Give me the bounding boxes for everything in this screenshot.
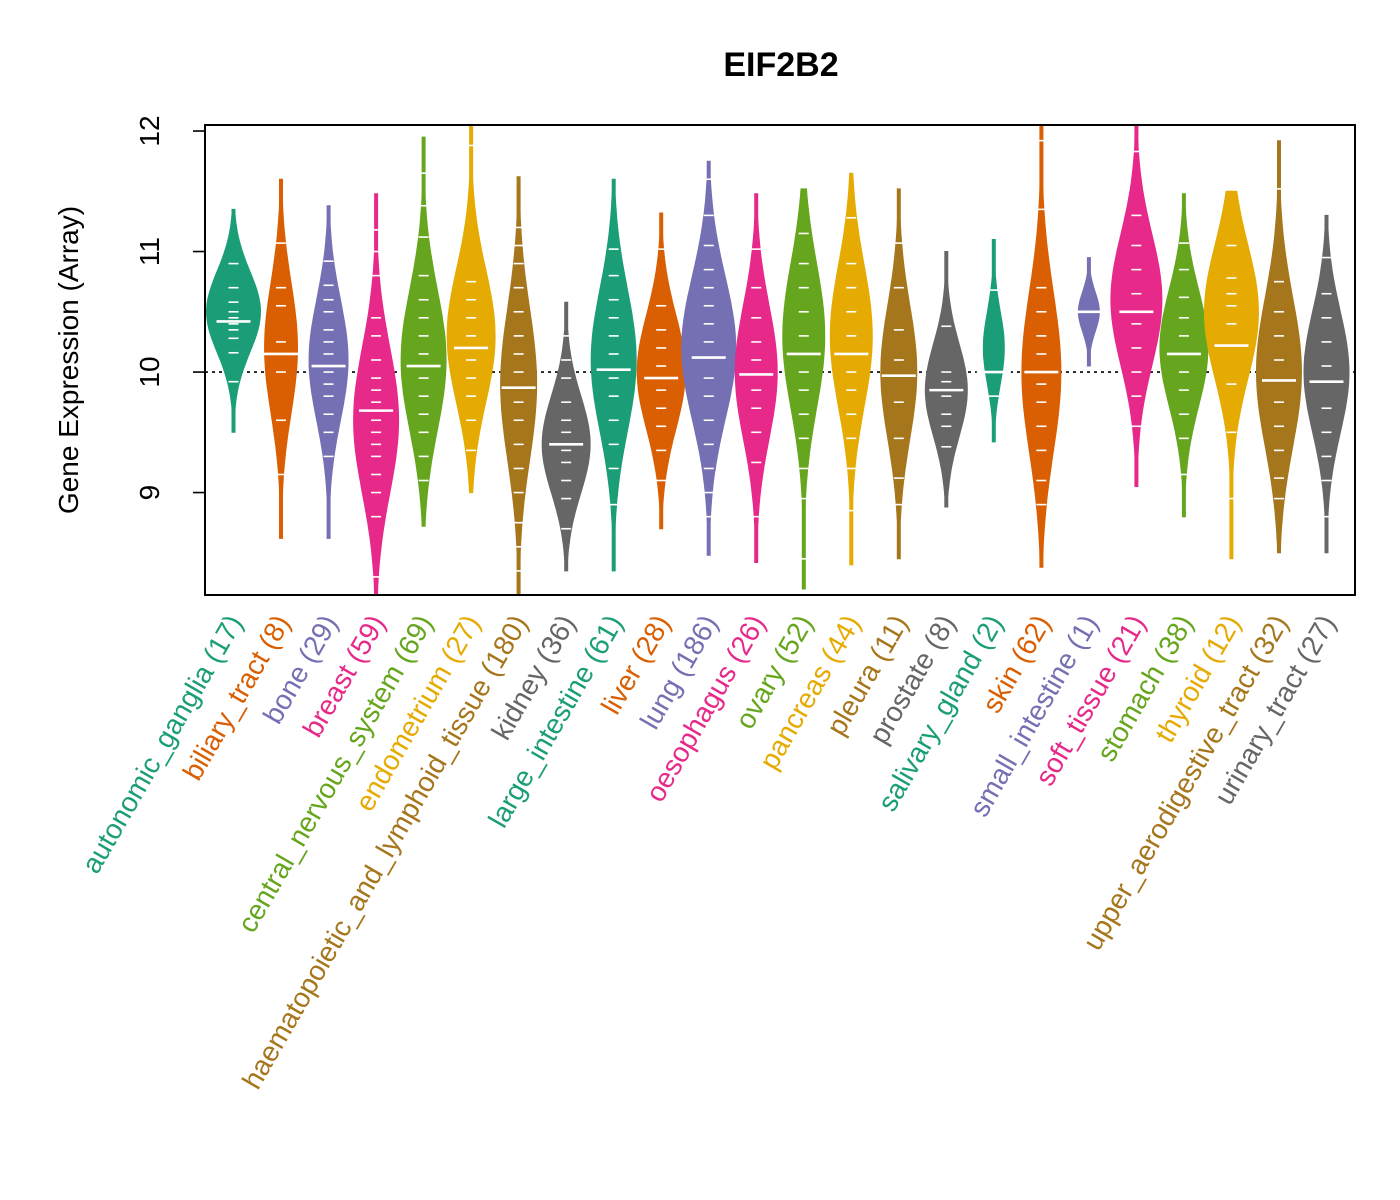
- bean-soft_tissue: [1110, 124, 1163, 487]
- bean-large_intestine: [590, 178, 637, 572]
- bean-breast: [353, 193, 400, 596]
- bean-prostate: [924, 251, 968, 508]
- y-tick-label: 9: [134, 485, 165, 501]
- bean-endometrium: [446, 124, 496, 494]
- y-tick-label: 12: [134, 115, 165, 146]
- bean-haematopoietic_and_lymphoid_tissue: [500, 176, 538, 596]
- y-axis: 9 10 11 12: [134, 115, 206, 501]
- bean-lung: [681, 160, 737, 556]
- bean-stomach: [1159, 193, 1209, 518]
- bean-thyroid: [1204, 190, 1259, 560]
- y-tick-label: 10: [134, 356, 165, 387]
- bean-skin: [1021, 124, 1062, 568]
- bean-upper_aerodigestive_tract: [1255, 140, 1303, 554]
- bean-urinary_tract: [1303, 214, 1350, 554]
- chart-title: EIF2B2: [723, 46, 838, 84]
- plot-area: [204, 124, 1356, 596]
- bean-liver: [636, 212, 686, 530]
- bean-pleura: [880, 188, 918, 560]
- bean-kidney: [541, 301, 591, 572]
- x-axis-labels: autonomic_ganglia (17)biliary_tract (8)b…: [76, 610, 1342, 1095]
- bean-central_nervous_system: [400, 136, 447, 527]
- bean-autonomic_ganglia: [205, 208, 262, 433]
- bean-pancreas: [829, 172, 873, 566]
- bean-ovary: [782, 188, 826, 590]
- bean-salivary_gland: [976, 239, 1011, 443]
- bean-bone: [308, 205, 349, 539]
- bean-small_intestine: [1071, 257, 1106, 367]
- bean-oesophagus: [734, 193, 778, 563]
- y-tick-label: 11: [134, 237, 165, 266]
- bean-biliary_tract: [264, 178, 299, 539]
- y-axis-label: Gene Expression (Array): [53, 206, 84, 514]
